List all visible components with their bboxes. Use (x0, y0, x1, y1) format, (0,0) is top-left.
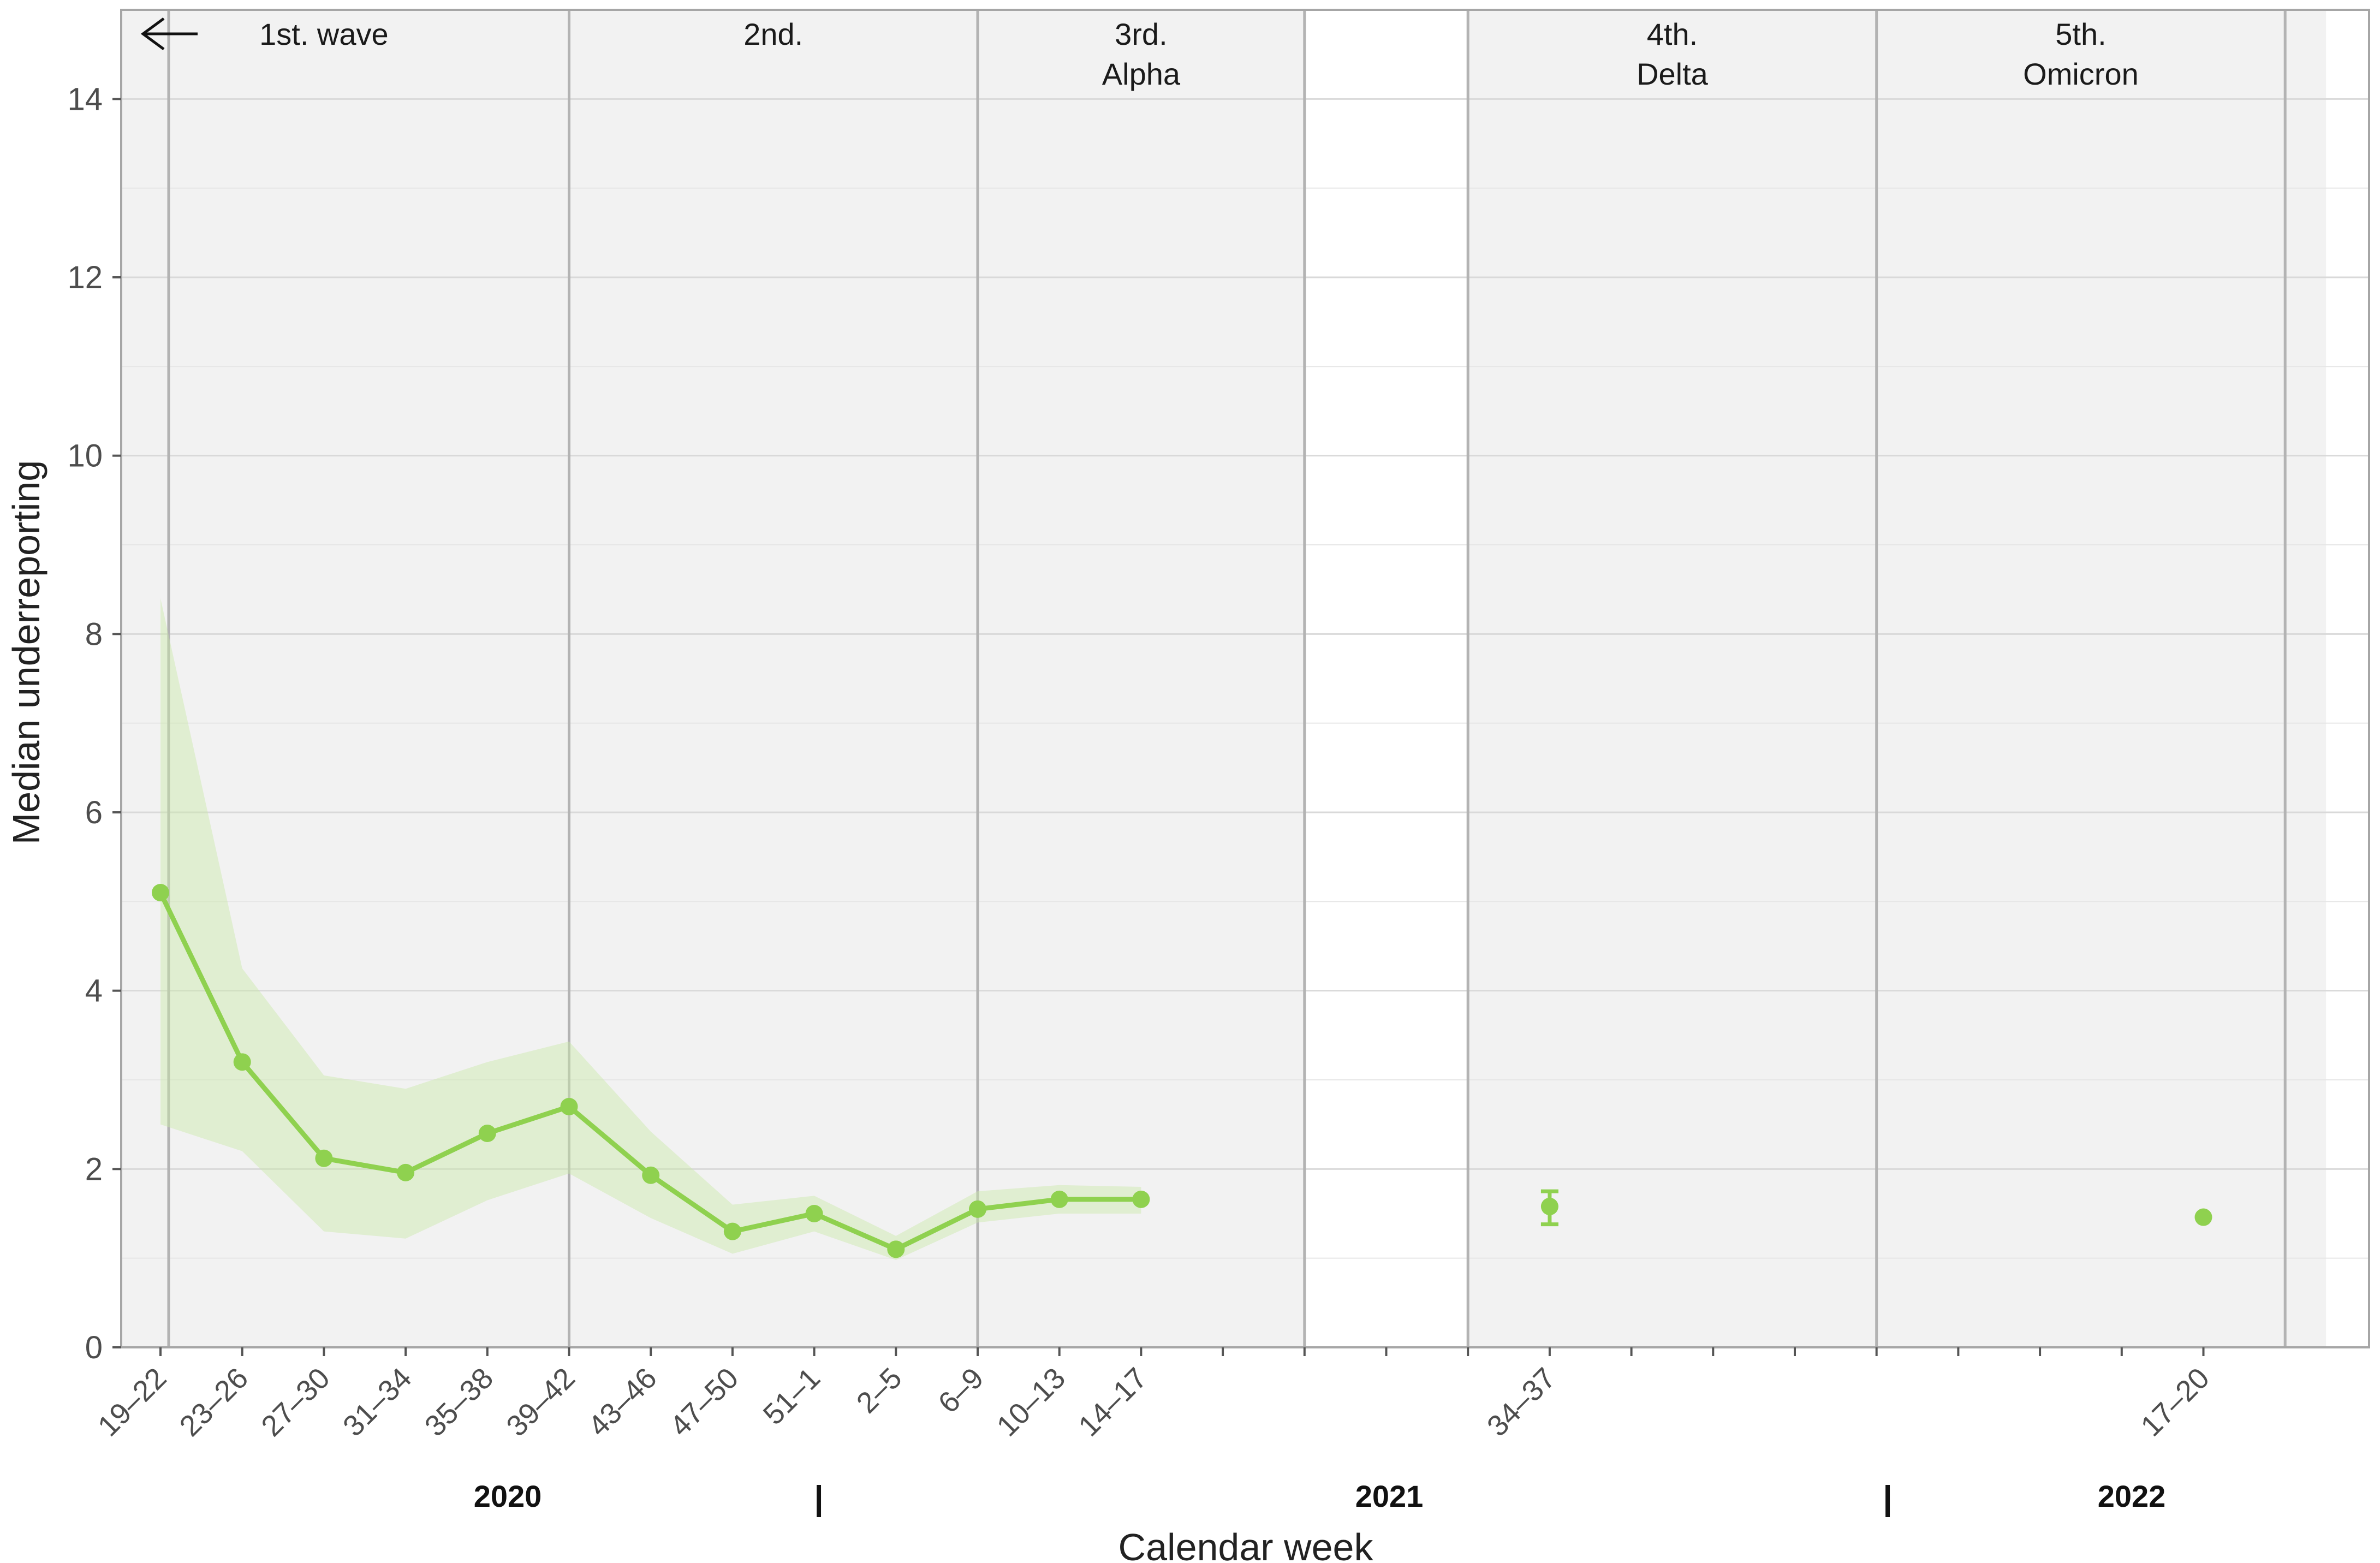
wave-band (1876, 10, 2327, 1347)
year-labels: 2020 2021 2022 | | (474, 1479, 2166, 1518)
data-point (723, 1222, 741, 1240)
variant-label: Delta (1637, 57, 1709, 91)
wave-label: 3rd. (1115, 17, 1168, 51)
y-tick-label: 12 (67, 260, 103, 295)
data-point (315, 1149, 333, 1167)
variant-label: Alpha (1102, 57, 1181, 91)
wave-label: 4th. (1647, 17, 1698, 51)
data-point (2194, 1208, 2212, 1226)
axes (112, 9, 2370, 1356)
left-arrow-icon-head (140, 17, 165, 51)
y-tick-label: 8 (85, 616, 103, 652)
data-point (478, 1125, 496, 1142)
data-points (152, 884, 2212, 1258)
wave-band (978, 10, 1305, 1347)
data-point (233, 1053, 251, 1071)
data-point (887, 1240, 905, 1258)
wave-band (569, 10, 978, 1347)
y-tick-label: 10 (67, 438, 103, 474)
plot-frame (120, 9, 2370, 1348)
x-axis-label: Calendar week (1118, 1526, 1374, 1563)
data-point (397, 1163, 415, 1181)
year-label: 2022 (2098, 1479, 2166, 1513)
confidence-ribbons (160, 598, 1141, 1260)
wave-band (1304, 10, 1468, 1347)
year-label: 2021 (1355, 1479, 1424, 1513)
data-point (152, 884, 169, 901)
wave-band (1468, 10, 1877, 1347)
y-tick-labels: 0 2 4 6 8 10 12 14 (67, 81, 103, 1365)
data-point (1050, 1190, 1068, 1208)
year-separator: | (814, 1479, 823, 1518)
data-point (642, 1166, 660, 1184)
y-tick-label: 0 (85, 1330, 103, 1365)
y-axis-label: Median underreporting (5, 460, 47, 845)
data-point (805, 1205, 823, 1222)
y-tick-label: 2 (85, 1151, 103, 1187)
year-separator: | (1883, 1479, 1892, 1518)
data-point (1132, 1190, 1150, 1208)
data-point (560, 1098, 578, 1115)
wave-label: 5th. (2055, 17, 2106, 51)
wave-label: 2nd. (743, 17, 803, 51)
wave-labels: 1st. wave 2nd. 3rd. Alpha 4th. Delta 5th. Omicr… (140, 17, 2139, 91)
y-tick-label: 4 (85, 973, 103, 1009)
wave-band (168, 10, 569, 1347)
wave-dividers (167, 10, 2287, 1347)
data-point (1540, 1197, 1558, 1215)
wave-label: 1st. wave (259, 17, 389, 51)
wave-band (121, 10, 169, 1347)
confidence-band (160, 598, 1141, 1260)
data-point (969, 1200, 986, 1218)
variant-label: Omicron (2023, 57, 2139, 91)
wave-bands (121, 10, 2327, 1347)
year-label: 2020 (474, 1479, 542, 1513)
y-tick-label: 14 (67, 81, 103, 117)
y-tick-label: 6 (85, 795, 103, 830)
